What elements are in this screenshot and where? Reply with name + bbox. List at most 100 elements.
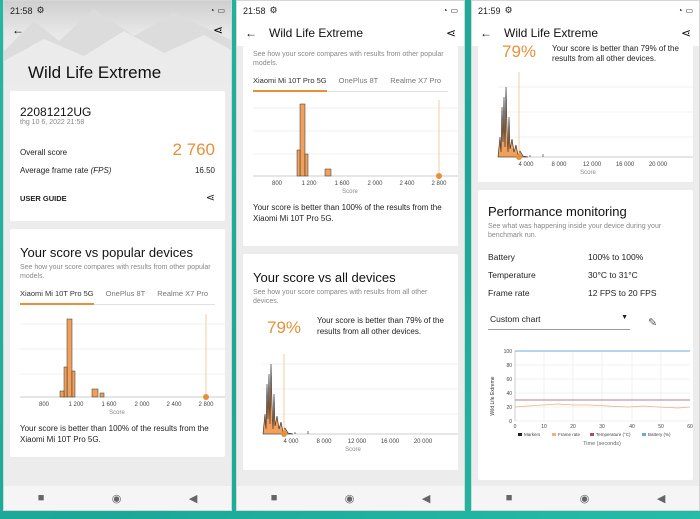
x-tick: 2 400 bbox=[166, 402, 182, 408]
edit-pencil-icon[interactable]: ✎ bbox=[648, 316, 658, 329]
your-score-marker bbox=[203, 394, 209, 401]
x-tick: 4 000 bbox=[283, 439, 299, 445]
dropdown-value: Custom chart bbox=[490, 314, 541, 325]
x-tick: 2 400 bbox=[399, 181, 415, 187]
histogram-chart: 800 1 200 1 600 2 000 2 400 2 800 Score bbox=[20, 314, 225, 416]
x-axis-label: Score bbox=[345, 447, 361, 453]
y-tick: 60 bbox=[506, 377, 512, 383]
back-arrow-icon[interactable]: ← bbox=[245, 26, 257, 40]
share-icon[interactable]: ⋖ bbox=[445, 26, 456, 40]
x-tick: 20 bbox=[570, 424, 576, 430]
back-arrow-icon[interactable]: ← bbox=[12, 23, 24, 37]
score-card: 22081212UG thg 10 6, 2022 21:58 Overall … bbox=[10, 91, 225, 221]
gear-icon: ⚙ bbox=[269, 5, 278, 15]
home-icon[interactable]: ◉ bbox=[344, 492, 355, 505]
nav-bar: ■ ◉ ◀ bbox=[237, 486, 464, 510]
x-tick: 12 000 bbox=[348, 439, 367, 445]
recents-icon[interactable]: ■ bbox=[37, 492, 45, 504]
x-tick: 10 bbox=[541, 424, 547, 430]
x-tick: 800 bbox=[39, 402, 50, 408]
battery-icon: ▭ bbox=[685, 6, 693, 15]
popular-devices-card: Your score vs popular devices See how yo… bbox=[10, 229, 225, 457]
tab-oneplus[interactable]: OnePlus 8T bbox=[338, 76, 379, 86]
app-bar-title: Wild Life Extreme bbox=[269, 26, 364, 40]
back-icon[interactable]: ◀ bbox=[656, 492, 666, 505]
histogram-bar bbox=[324, 168, 332, 177]
nav-bar: ■ ◉ ◀ bbox=[4, 486, 231, 510]
phone-screen-2: 21:58 ⚙ ◔ ▭ ← Wild Life Extreme ⋖ See how … bbox=[236, 0, 465, 511]
x-tick: 50 bbox=[658, 424, 664, 430]
stat-label: Temperature bbox=[488, 270, 536, 281]
recents-icon[interactable]: ■ bbox=[505, 492, 513, 504]
comparison-result: Your score is better than 100% of the re… bbox=[20, 424, 209, 444]
gear-icon: ⚙ bbox=[504, 5, 513, 15]
status-bar: 21:59 ⚙ ◔ ▭ bbox=[472, 1, 699, 20]
section-description: See what was happening inside your devic… bbox=[488, 223, 662, 240]
status-bar: 21:58 ⚙ ◔ ▭ bbox=[4, 1, 231, 20]
run-date: thg 10 6, 2022 21:58 bbox=[20, 119, 85, 126]
histogram-bar bbox=[71, 370, 76, 398]
histogram-bar bbox=[99, 392, 105, 398]
section-heading: Performance monitoring bbox=[488, 204, 627, 219]
x-tick: 2 800 bbox=[431, 181, 447, 187]
battery-icon: ▭ bbox=[450, 6, 458, 15]
home-icon[interactable]: ◉ bbox=[111, 492, 122, 505]
histogram-chart: 4 000 8 000 12 000 16 000 20 000 Score bbox=[497, 71, 693, 176]
x-tick: 2 800 bbox=[198, 402, 214, 408]
x-tick: 16 000 bbox=[381, 439, 400, 445]
tab-oneplus[interactable]: OnePlus 8T bbox=[105, 289, 146, 299]
legend-item: Battery (%) bbox=[648, 432, 671, 437]
chart-type-dropdown[interactable]: Custom chart ▼ bbox=[488, 314, 630, 331]
legend-item: Temperature (°C) bbox=[596, 432, 631, 437]
status-time: 21:58 bbox=[243, 5, 266, 16]
nav-bar: ■ ◉ ◀ bbox=[472, 486, 699, 510]
back-icon[interactable]: ◀ bbox=[188, 492, 198, 505]
wifi-icon: ◔ bbox=[677, 6, 683, 15]
x-tick: 16 000 bbox=[616, 162, 635, 168]
tab-realme[interactable]: Realme X7 Pro bbox=[390, 76, 442, 86]
histogram-bar bbox=[296, 149, 301, 177]
comparison-result: Your score is better than 79% of the res… bbox=[317, 316, 444, 336]
stat-value: 12 FPS to 20 FPS bbox=[588, 288, 657, 299]
y-tick: 20 bbox=[506, 405, 512, 411]
x-axis-label: Score bbox=[580, 170, 596, 176]
histogram-bar bbox=[304, 153, 309, 177]
device-tabs: Xiaomi Mi 10T Pro 5G OnePlus 8T Realme X… bbox=[20, 289, 215, 306]
recents-icon[interactable]: ■ bbox=[270, 492, 278, 504]
y-tick: 40 bbox=[506, 391, 512, 397]
x-tick: 30 bbox=[599, 424, 605, 430]
user-guide-link[interactable]: USER GUIDE bbox=[20, 194, 67, 203]
x-axis-label: Score bbox=[342, 189, 358, 195]
device-tabs: Xiaomi Mi 10T Pro 5G OnePlus 8T Realme X… bbox=[253, 76, 448, 93]
share-icon[interactable]: ⋖ bbox=[212, 23, 223, 37]
x-tick: 1 600 bbox=[101, 402, 117, 408]
x-tick: 12 000 bbox=[583, 162, 602, 168]
mountain-artwork bbox=[4, 9, 231, 83]
histogram-chart: 800 1 200 1 600 2 000 2 400 2 800 Score bbox=[253, 100, 458, 195]
x-tick: 60 bbox=[687, 424, 693, 430]
x-axis-label: Time (seconds) bbox=[583, 441, 621, 447]
back-arrow-icon[interactable]: ← bbox=[480, 26, 492, 40]
histogram-bar-peak bbox=[66, 318, 73, 398]
stat-row: Temperature 30°C to 31°C bbox=[488, 270, 683, 280]
tab-xiaomi[interactable]: Xiaomi Mi 10T Pro 5G bbox=[20, 289, 94, 306]
section-description: See how your score compares with results… bbox=[253, 289, 428, 306]
all-devices-card: 79% Your score is better than 79% of the… bbox=[478, 42, 693, 182]
tab-realme[interactable]: Realme X7 Pro bbox=[157, 289, 209, 299]
x-axis-label: Score bbox=[109, 410, 125, 416]
share-icon[interactable]: ⋖ bbox=[205, 192, 215, 204]
back-icon[interactable]: ◀ bbox=[421, 492, 431, 505]
overall-score-label: Overall score bbox=[20, 148, 68, 157]
histogram-area bbox=[262, 364, 294, 435]
dropdown-arrow-icon: ▼ bbox=[621, 314, 628, 322]
section-description: See how your score compares with results… bbox=[253, 51, 444, 68]
tab-xiaomi[interactable]: Xiaomi Mi 10T Pro 5G bbox=[253, 76, 327, 93]
home-icon[interactable]: ◉ bbox=[579, 492, 590, 505]
section-description: See how your score compares with results… bbox=[20, 264, 211, 281]
share-icon[interactable]: ⋖ bbox=[680, 26, 691, 40]
frame-rate-series bbox=[514, 403, 691, 409]
histogram-bar bbox=[91, 388, 99, 398]
section-heading: Your score vs all devices bbox=[253, 270, 396, 285]
comparison-result: Your score is better than 79% of the res… bbox=[552, 44, 679, 64]
histogram-area bbox=[497, 86, 529, 158]
